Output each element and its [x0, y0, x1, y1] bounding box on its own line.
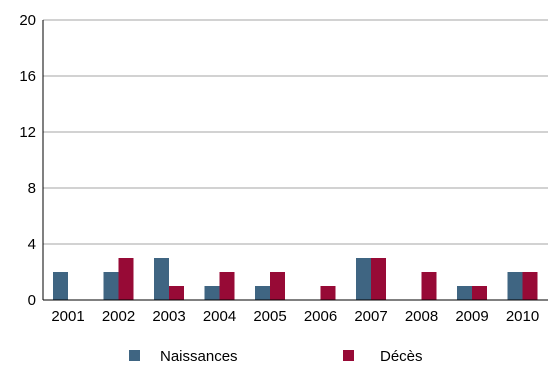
bar-series-1-2010	[507, 272, 523, 300]
axes	[42, 20, 548, 301]
x-tick-label: 2007	[354, 308, 387, 325]
grid-lines	[43, 19, 548, 245]
y-tick-label: 8	[28, 180, 36, 197]
y-tick-label: 0	[28, 292, 36, 309]
x-tick-label: 2001	[51, 308, 84, 325]
legend-swatch	[129, 350, 140, 361]
y-tick-label: 4	[28, 236, 36, 253]
bar-series-2-2004	[219, 272, 235, 300]
bar-series-1-2009	[457, 286, 472, 300]
y-tick-label: 20	[19, 12, 36, 29]
legend: Naissances Décès	[129, 348, 423, 365]
bar-series-2-2010	[522, 272, 538, 300]
bar-series-1-2001	[53, 272, 68, 300]
y-tick-label: 16	[19, 68, 36, 85]
bar-series-2-2002	[118, 258, 134, 300]
bar-series-2-2008	[421, 272, 437, 300]
bar-series-2-2009	[472, 286, 487, 300]
legend-label: Naissances	[160, 348, 238, 365]
bar-series-2-2003	[169, 286, 184, 300]
y-tick-label: 12	[19, 124, 36, 141]
bar-series-2-2005	[270, 272, 285, 300]
bar-series-1-2005	[255, 286, 270, 300]
y-tick-labels: 0 4 8 12 16 20	[19, 12, 36, 309]
bar-series-2-2006	[320, 286, 336, 300]
bar-series-1-2003	[154, 258, 169, 300]
legend-swatch	[343, 350, 354, 361]
bar-series-1-2004	[204, 286, 220, 300]
bar-series-1-2002	[103, 272, 119, 300]
x-tick-label: 2002	[102, 308, 135, 325]
bar-series-2-2007	[371, 258, 386, 300]
x-tick-label: 2003	[152, 308, 185, 325]
x-tick-label: 2005	[253, 308, 286, 325]
x-tick-label: 2010	[506, 308, 539, 325]
x-tick-labels: 2001 2002 2003 2004 2005 2006 2007 2008 2009 2010	[51, 308, 539, 325]
legend-label: Décès	[380, 348, 423, 365]
x-tick-label: 2009	[455, 308, 488, 325]
bars	[53, 258, 538, 300]
bar-series-1-2007	[356, 258, 371, 300]
x-tick-label: 2008	[405, 308, 438, 325]
x-tick-label: 2004	[203, 308, 236, 325]
x-tick-label: 2006	[304, 308, 337, 325]
